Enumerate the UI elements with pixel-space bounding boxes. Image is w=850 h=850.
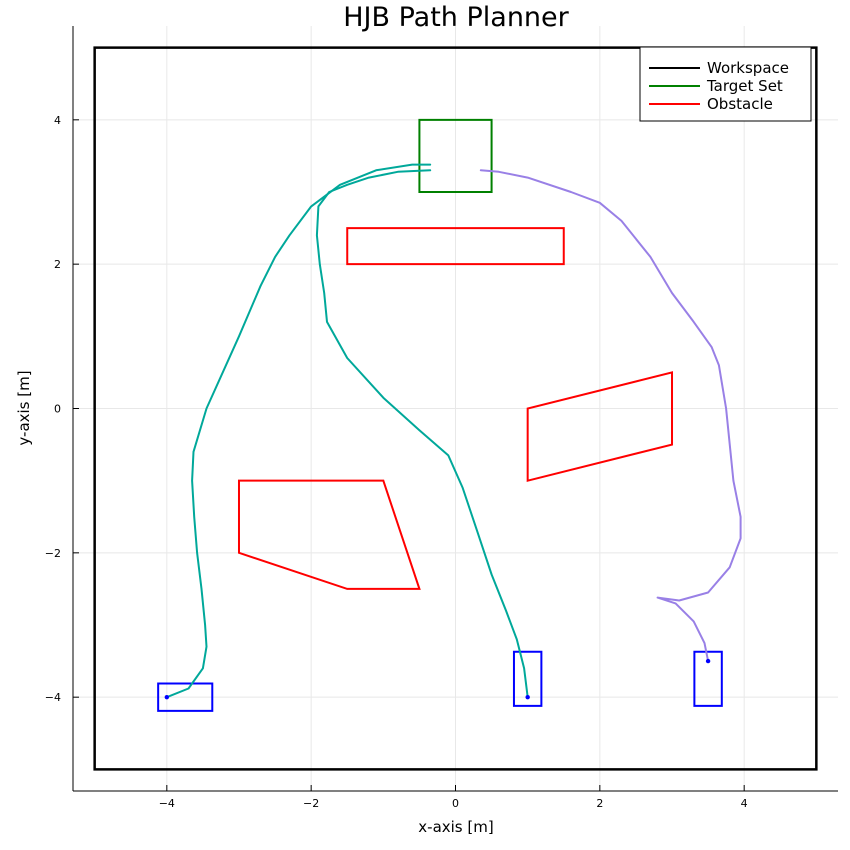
legend-label-obstacle: Obstacle	[707, 95, 773, 113]
start-point	[705, 658, 711, 664]
obstacle	[346, 227, 565, 266]
trajectory-line	[315, 169, 529, 699]
start-point	[525, 694, 530, 700]
x-tick-label: 4	[741, 797, 748, 810]
workspace-boundary	[93, 46, 818, 771]
chart-title: HJB Path Planner	[343, 2, 569, 33]
obstacle	[237, 479, 421, 590]
legend: Workspace Target Set Obstacle	[639, 46, 812, 122]
legend-box	[639, 46, 812, 122]
x-tick-label: −4	[159, 797, 175, 810]
start-point	[164, 694, 170, 700]
x-tick-label: 0	[452, 797, 459, 810]
y-tick-label: 4	[54, 114, 61, 127]
x-axis-label: x-axis [m]	[418, 818, 493, 836]
x-tick-label: 2	[596, 797, 603, 810]
y-tick-label: −2	[45, 547, 61, 560]
obstacle	[526, 371, 674, 482]
y-tick-label: −4	[45, 691, 61, 704]
robot-footprint	[693, 650, 723, 707]
legend-label-workspace: Workspace	[707, 59, 789, 77]
trajectory-line	[165, 163, 432, 699]
y-tick-label: 0	[54, 403, 61, 416]
legend-label-target-set: Target Set	[706, 77, 783, 95]
y-axis-label: y-axis [m]	[15, 370, 33, 445]
y-tick-label: 2	[54, 258, 61, 271]
target-set	[418, 118, 493, 193]
axes	[72, 26, 838, 792]
grid	[73, 26, 838, 791]
trajectory-line	[479, 169, 742, 663]
robot-footprint	[157, 682, 214, 712]
tick-labels: −4 −2 0 2 4 −4 −2 0 2 4	[45, 114, 748, 810]
shapes	[93, 46, 818, 771]
x-tick-label: −2	[303, 797, 319, 810]
robot-footprint	[512, 650, 543, 707]
trajectories	[164, 163, 742, 700]
